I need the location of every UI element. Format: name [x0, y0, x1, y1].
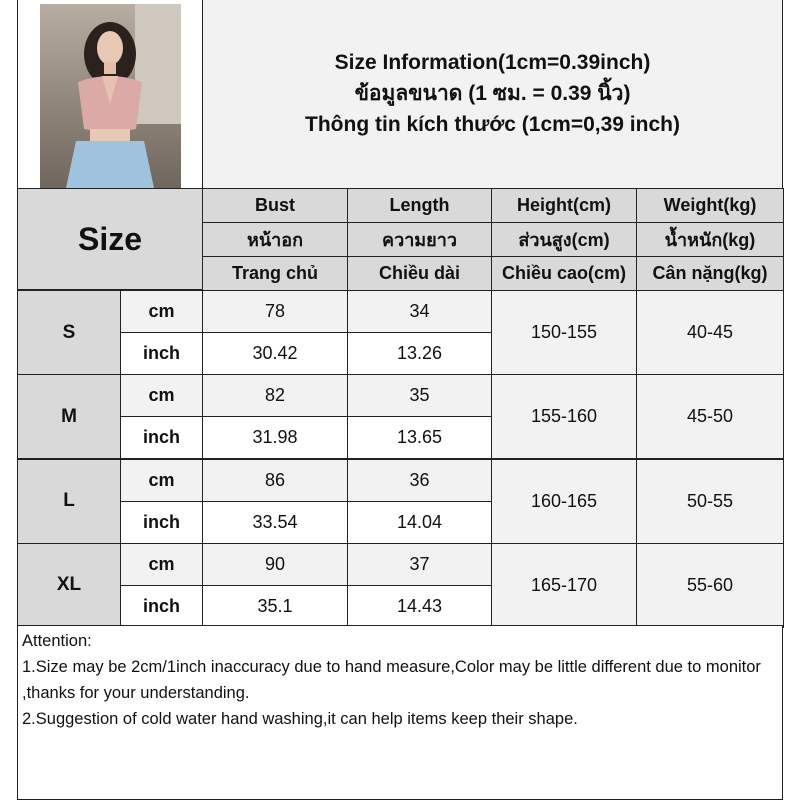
unit-inch: inch — [120, 416, 203, 460]
size-label: M — [17, 374, 121, 460]
unit-cm: cm — [120, 542, 203, 586]
height-range: 160-165 — [491, 458, 637, 544]
column-header-en: Weight(kg) — [636, 188, 784, 223]
unit-inch: inch — [120, 332, 203, 375]
note-item: 1.Size may be 2cm/1inch inaccuracy due t… — [22, 658, 766, 702]
size-label: XL — [17, 542, 121, 628]
size-header: Size — [17, 188, 203, 290]
length-inch: 14.04 — [347, 500, 492, 544]
weight-range: 40-45 — [636, 290, 784, 375]
column-header-th: ความยาว — [347, 222, 492, 257]
column-header-th: ส่วนสูง(cm) — [491, 222, 637, 257]
product-photo — [39, 3, 181, 188]
column-header-vi: Trang chủ — [202, 256, 348, 291]
column-header-vi: Chiều dài — [347, 256, 492, 291]
size-label: L — [17, 458, 121, 544]
height-range: 165-170 — [491, 542, 637, 628]
column-header-en: Length — [347, 188, 492, 223]
bust-cm: 82 — [202, 374, 348, 418]
bust-cm: 90 — [202, 542, 348, 586]
unit-inch: inch — [120, 584, 203, 628]
title-thai: ข้อมูลขนาด (1 ซม. = 0.39 นิ้ว) — [354, 82, 631, 105]
column-header-en: Height(cm) — [491, 188, 637, 223]
unit-cm: cm — [120, 458, 203, 502]
bust-cm: 86 — [202, 458, 348, 502]
bust-inch: 30.42 — [202, 332, 348, 375]
attention-notes: Attention: 1.Size may be 2cm/1inch inacc… — [17, 625, 783, 800]
column-header-en: Bust — [202, 188, 348, 223]
product-photo-cell — [17, 0, 203, 189]
length-cm: 36 — [347, 458, 492, 502]
note-item: 2.Suggestion of cold water hand washing,… — [22, 710, 578, 728]
unit-cm: cm — [120, 374, 203, 418]
bust-inch: 31.98 — [202, 416, 348, 460]
bust-cm: 78 — [202, 290, 348, 333]
length-inch: 14.43 — [347, 584, 492, 628]
weight-range: 45-50 — [636, 374, 784, 460]
unit-inch: inch — [120, 500, 203, 544]
length-cm: 34 — [347, 290, 492, 333]
column-header-vi: Cân nặng(kg) — [636, 256, 784, 291]
bust-inch: 35.1 — [202, 584, 348, 628]
weight-range: 55-60 — [636, 542, 784, 628]
title-vietnamese: Thông tin kích thước (1cm=0,39 inch) — [305, 113, 680, 136]
length-cm: 37 — [347, 542, 492, 586]
length-inch: 13.26 — [347, 332, 492, 375]
unit-cm: cm — [120, 290, 203, 333]
weight-range: 50-55 — [636, 458, 784, 544]
notes-heading: Attention: — [22, 632, 92, 650]
size-info-title: Size Information(1cm=0.39inch) ข้อมูลขนา… — [202, 0, 783, 189]
column-header-th: น้ำหนัก(kg) — [636, 222, 784, 257]
height-range: 150-155 — [491, 290, 637, 375]
length-cm: 35 — [347, 374, 492, 418]
title-english: Size Information(1cm=0.39inch) — [334, 51, 651, 74]
height-range: 155-160 — [491, 374, 637, 460]
bust-inch: 33.54 — [202, 500, 348, 544]
length-inch: 13.65 — [347, 416, 492, 460]
column-header-th: หน้าอก — [202, 222, 348, 257]
size-label: S — [17, 290, 121, 375]
column-header-vi: Chiều cao(cm) — [491, 256, 637, 291]
